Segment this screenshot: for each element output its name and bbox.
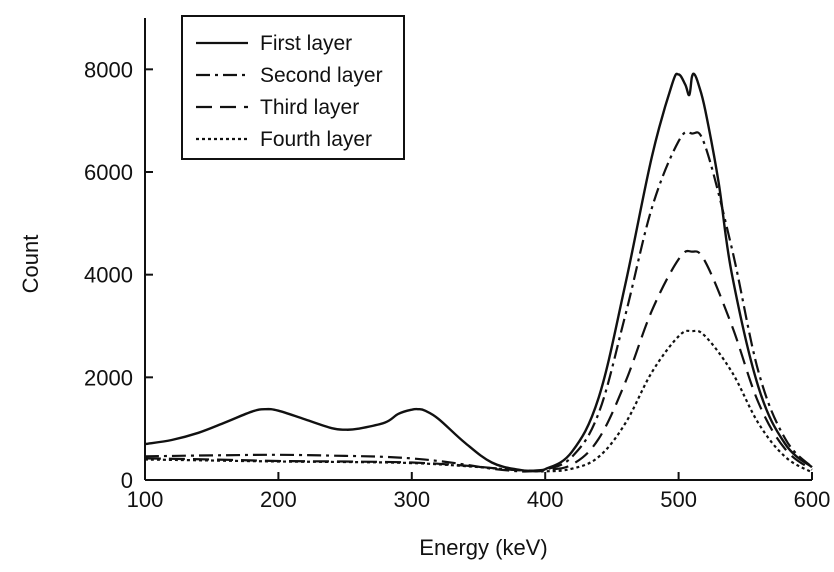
legend-label-2: Second layer [260, 64, 383, 87]
x-tick-label: 300 [393, 487, 430, 512]
y-tick-label: 0 [121, 468, 133, 493]
legend-box [181, 15, 405, 160]
series-lines [144, 72, 813, 474]
y-tick-label: 2000 [84, 365, 133, 390]
series-line-2 [144, 130, 813, 473]
legend-label-3: Third layer [260, 96, 359, 119]
x-tick-label: 600 [794, 487, 831, 512]
x-axis-title: Energy (keV) [419, 535, 547, 560]
legend: First layer Second layer Third layer Fourth… [181, 15, 405, 160]
x-tick-label: 100 [127, 487, 164, 512]
y-tick-label: 4000 [84, 263, 133, 288]
x-tick-label: 200 [260, 487, 297, 512]
x-tick-label: 500 [660, 487, 697, 512]
series-line-3 [144, 249, 813, 472]
legend-label-1: First layer [260, 32, 352, 55]
x-tick-label: 400 [527, 487, 564, 512]
series-line-4 [144, 329, 813, 474]
y-axis-title: Count [18, 235, 43, 294]
y-tick-label: 6000 [84, 160, 133, 185]
y-tick-label: 8000 [84, 57, 133, 82]
legend-label-4: Fourth layer [260, 128, 372, 151]
